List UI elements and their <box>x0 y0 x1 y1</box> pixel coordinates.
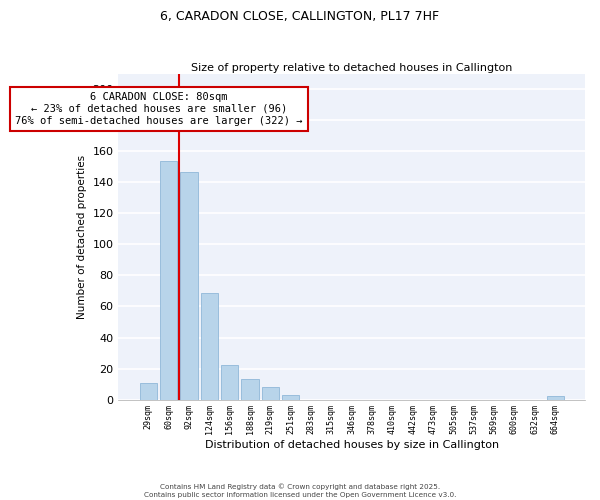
Bar <box>262 387 279 400</box>
X-axis label: Distribution of detached houses by size in Callington: Distribution of detached houses by size … <box>205 440 499 450</box>
Bar <box>547 396 564 400</box>
Bar <box>200 292 218 400</box>
Bar <box>221 366 238 400</box>
Bar <box>160 160 177 400</box>
Title: Size of property relative to detached houses in Callington: Size of property relative to detached ho… <box>191 63 512 73</box>
Text: 6, CARADON CLOSE, CALLINGTON, PL17 7HF: 6, CARADON CLOSE, CALLINGTON, PL17 7HF <box>160 10 440 23</box>
Bar <box>140 382 157 400</box>
Bar <box>282 395 299 400</box>
Bar <box>181 172 197 400</box>
Bar <box>241 380 259 400</box>
Text: 6 CARADON CLOSE: 80sqm
← 23% of detached houses are smaller (96)
76% of semi-det: 6 CARADON CLOSE: 80sqm ← 23% of detached… <box>15 92 302 126</box>
Text: Contains HM Land Registry data © Crown copyright and database right 2025.
Contai: Contains HM Land Registry data © Crown c… <box>144 484 456 498</box>
Y-axis label: Number of detached properties: Number of detached properties <box>77 154 87 318</box>
